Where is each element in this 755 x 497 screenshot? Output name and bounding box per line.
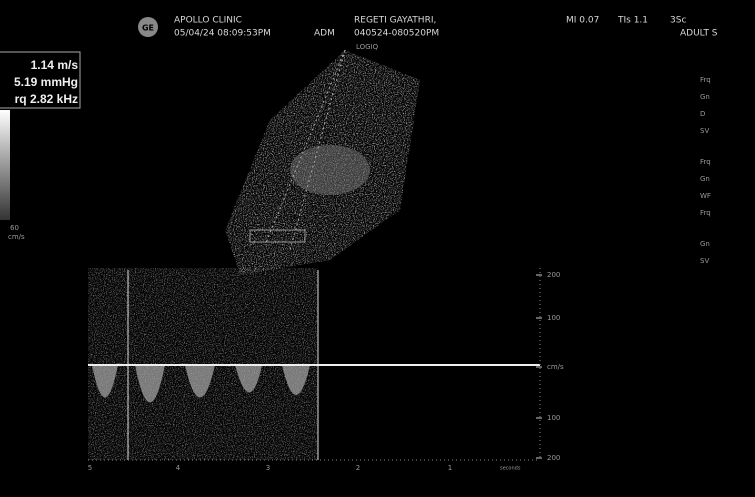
cursor-line (264, 49, 346, 251)
scale-label: 200 (547, 454, 560, 462)
tissue (290, 145, 370, 195)
time-unit: seconds (500, 466, 521, 472)
panel-label: Gn (700, 93, 710, 101)
measurement: 1.14 m/s (31, 58, 79, 72)
clinic: APOLLO CLINIC (174, 16, 242, 26)
time-scale: 5 4 3 2 1 seconds (88, 464, 521, 472)
scale-label: 200 (547, 271, 560, 279)
probe: 3Sc (670, 16, 686, 26)
operator: ADM (314, 29, 335, 39)
time-label: 3 (266, 464, 270, 472)
panel-label: Frq (700, 209, 711, 217)
measurement: 5.19 mmHg (14, 75, 78, 89)
panel-label: WF (700, 192, 711, 200)
device: LOGIQ (356, 43, 379, 51)
measurement: rq 2.82 kHz (15, 92, 78, 106)
time-label: 5 (88, 464, 92, 472)
datetime: 05/04/24 08:09:53PM (174, 29, 271, 39)
doppler-scale: 200 100 cm/s 100 200 (536, 271, 564, 462)
time-label: 4 (176, 464, 181, 472)
preset: ADULT S (680, 29, 718, 39)
patient: REGETI GAYATHRI, (354, 16, 436, 26)
gray-bar (0, 110, 10, 220)
time-label: 1 (448, 464, 452, 472)
logo: GE (142, 24, 154, 33)
panel-label: Frq (700, 76, 711, 84)
logo-badge (138, 17, 158, 37)
exam-id: 040524-080520PM (354, 29, 439, 39)
color-scale-unit: cm/s (8, 233, 25, 241)
scale-label: 100 (547, 314, 560, 322)
panel-label: SV (700, 257, 709, 265)
panel-label: SV (700, 127, 709, 135)
color-scale-value: 60 (10, 224, 19, 232)
scale-label: 100 (547, 414, 560, 422)
time-label: 2 (356, 464, 360, 472)
panel-label: Frq (700, 158, 711, 166)
tis: TIs 1.1 (617, 16, 648, 26)
measure-box (0, 51, 81, 109)
panel-label: Gn (700, 240, 710, 248)
spectrum-flow (92, 365, 310, 403)
panel-label: D (700, 110, 705, 118)
panel-label: Gn (700, 175, 710, 183)
scale-label: cm/s (547, 363, 564, 371)
sample-gate (249, 229, 306, 243)
side-panel: Frq Gn D SV Frq Gn WF Frq Gn SV (700, 76, 711, 265)
mi: MI 0.07 (566, 16, 599, 26)
